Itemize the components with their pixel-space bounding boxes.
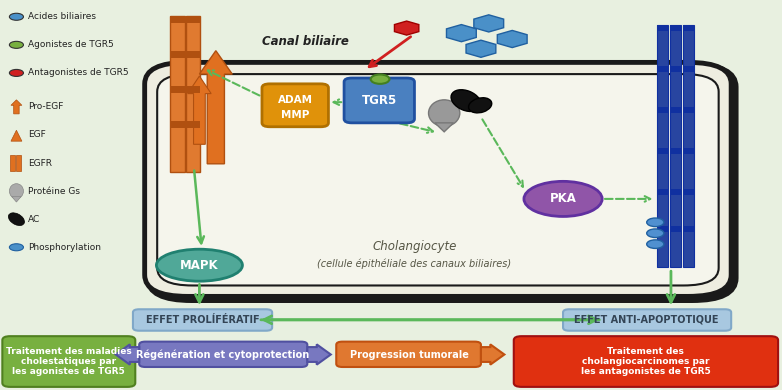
Bar [186, 16, 200, 23]
Text: (cellule épithéliale des canaux biliaires): (cellule épithéliale des canaux biliaire… [317, 259, 511, 269]
Bar [170, 86, 185, 93]
Bar [657, 25, 668, 267]
Text: Antagonistes de TGR5: Antagonistes de TGR5 [28, 68, 129, 78]
Bar [170, 121, 185, 128]
Polygon shape [466, 40, 496, 57]
Polygon shape [497, 30, 527, 48]
Circle shape [647, 218, 664, 227]
Text: PKA: PKA [550, 192, 576, 206]
FancyBboxPatch shape [344, 78, 414, 123]
Text: TGR5: TGR5 [361, 94, 397, 107]
Text: EFFET ANTI-APOPTOTIQUE: EFFET ANTI-APOPTOTIQUE [575, 315, 719, 325]
Circle shape [9, 244, 23, 251]
Bar [170, 16, 185, 23]
Bar [670, 226, 681, 232]
FancyBboxPatch shape [139, 342, 307, 367]
Ellipse shape [451, 90, 481, 112]
Bar [186, 121, 200, 128]
Ellipse shape [9, 213, 24, 225]
Circle shape [371, 74, 389, 84]
Bar [657, 107, 668, 113]
Ellipse shape [429, 100, 460, 126]
Bar [683, 66, 694, 72]
Text: EFFET PROLÍFÉRATIF: EFFET PROLÍFÉRATIF [145, 315, 260, 325]
Bar [186, 51, 200, 58]
Text: Canal biliaire: Canal biliaire [262, 35, 349, 48]
Polygon shape [435, 123, 454, 132]
Ellipse shape [524, 181, 602, 216]
Text: Phosphorylation: Phosphorylation [28, 243, 101, 252]
Text: EGFR: EGFR [28, 158, 52, 168]
FancyBboxPatch shape [336, 342, 481, 367]
Bar [170, 51, 185, 58]
FancyBboxPatch shape [149, 66, 735, 300]
Circle shape [647, 229, 664, 238]
Text: Agonistes de TGR5: Agonistes de TGR5 [28, 40, 114, 50]
Text: EGF: EGF [28, 130, 46, 140]
Bar [170, 16, 185, 172]
Bar [657, 226, 668, 232]
Text: AC: AC [28, 215, 41, 224]
Polygon shape [11, 130, 22, 141]
Bar [670, 25, 681, 267]
Bar [683, 148, 694, 154]
Bar [683, 25, 694, 31]
Bar [683, 189, 694, 195]
FancyArrow shape [116, 344, 139, 365]
Polygon shape [447, 25, 476, 42]
Text: ADAM: ADAM [278, 95, 313, 105]
Circle shape [9, 41, 23, 48]
Polygon shape [474, 15, 504, 32]
Bar [670, 25, 681, 31]
Bar [657, 189, 668, 195]
Bar [10, 155, 15, 171]
Bar [186, 16, 200, 172]
FancyArrow shape [307, 344, 331, 365]
Text: Traitement des
cholangiocarcinomes par
les antagonistes de TGR5: Traitement des cholangiocarcinomes par l… [581, 347, 711, 376]
Bar [683, 226, 694, 232]
FancyBboxPatch shape [157, 74, 719, 285]
Text: Cholangiocyte: Cholangiocyte [372, 239, 457, 253]
Text: Pro-EGF: Pro-EGF [28, 102, 63, 112]
FancyArrow shape [199, 51, 232, 164]
FancyBboxPatch shape [563, 309, 731, 331]
Circle shape [647, 240, 664, 248]
Bar [657, 148, 668, 154]
Ellipse shape [9, 184, 23, 199]
Ellipse shape [156, 249, 242, 281]
Bar [670, 148, 681, 154]
Ellipse shape [468, 98, 492, 113]
Text: Régénération et cytoprotection: Régénération et cytoprotection [136, 349, 310, 360]
Bar [657, 66, 668, 72]
Circle shape [9, 13, 23, 20]
Bar [670, 189, 681, 195]
Text: Traitement des maladies
cholestatiques par
les agonistes de TGR5: Traitement des maladies cholestatiques p… [6, 347, 131, 376]
Polygon shape [12, 197, 21, 202]
FancyBboxPatch shape [514, 336, 778, 387]
Bar [683, 107, 694, 113]
Polygon shape [394, 21, 419, 35]
Bar [670, 66, 681, 72]
FancyArrow shape [481, 344, 504, 365]
FancyBboxPatch shape [2, 336, 135, 387]
Bar [186, 86, 200, 93]
Bar [16, 155, 21, 171]
FancyBboxPatch shape [145, 62, 731, 296]
Text: Progression tumorale: Progression tumorale [350, 349, 468, 360]
Circle shape [9, 69, 23, 76]
Text: MMP: MMP [281, 110, 310, 120]
FancyBboxPatch shape [133, 309, 272, 331]
Text: MAPK: MAPK [180, 259, 219, 272]
Text: Protéine Gs: Protéine Gs [28, 186, 80, 196]
Bar [657, 25, 668, 31]
Bar [683, 25, 694, 267]
Text: Acides biliaires: Acides biliaires [28, 12, 96, 21]
FancyArrow shape [11, 100, 22, 114]
FancyBboxPatch shape [262, 84, 328, 127]
FancyArrow shape [188, 76, 211, 144]
Bar [670, 107, 681, 113]
